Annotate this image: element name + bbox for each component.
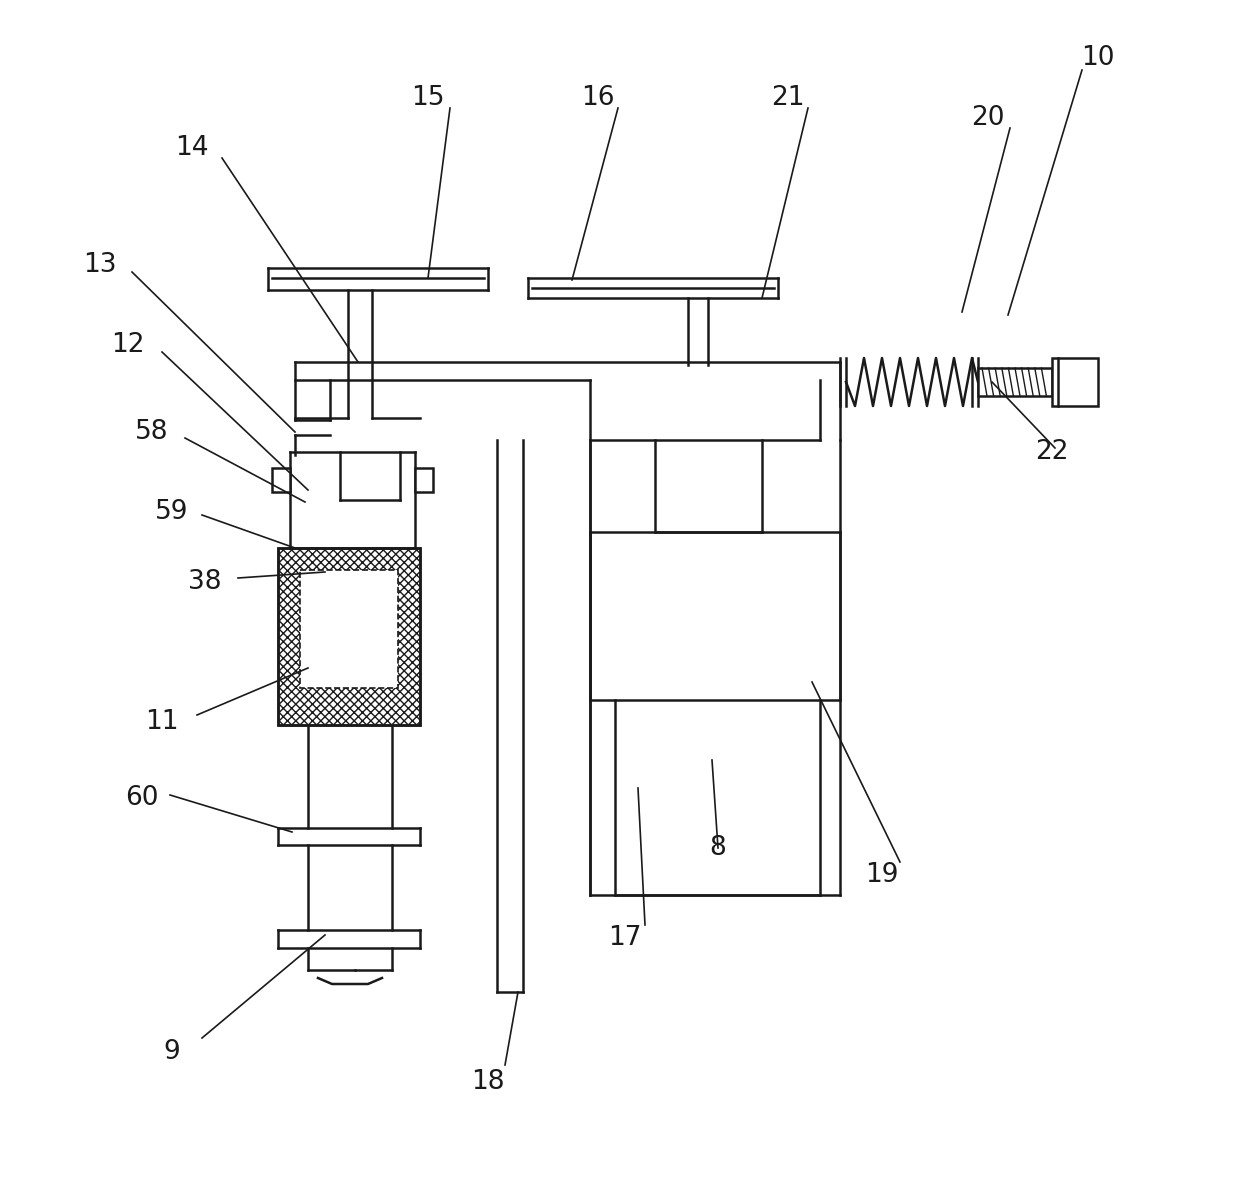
Text: 9: 9 <box>164 1039 180 1065</box>
Text: 15: 15 <box>412 85 445 111</box>
Text: 16: 16 <box>582 85 615 111</box>
Text: 58: 58 <box>135 419 169 446</box>
Bar <box>1052 358 1097 406</box>
Bar <box>272 468 290 492</box>
Text: 18: 18 <box>471 1069 505 1095</box>
Text: 12: 12 <box>112 332 145 358</box>
Text: 13: 13 <box>83 252 117 278</box>
Bar <box>978 369 1052 396</box>
Text: 14: 14 <box>175 135 208 161</box>
Text: 59: 59 <box>155 499 188 525</box>
Bar <box>300 570 398 688</box>
Text: 17: 17 <box>609 925 642 952</box>
Text: 10: 10 <box>1081 45 1115 71</box>
Text: 20: 20 <box>971 105 1004 132</box>
Text: 11: 11 <box>145 709 179 735</box>
Bar <box>415 468 433 492</box>
Bar <box>278 547 420 725</box>
Text: 21: 21 <box>771 85 805 111</box>
Text: 8: 8 <box>709 835 727 861</box>
Text: 19: 19 <box>866 861 899 888</box>
Text: 22: 22 <box>1035 438 1069 465</box>
Text: 60: 60 <box>125 784 159 811</box>
Text: 38: 38 <box>188 569 222 595</box>
Bar <box>278 547 420 725</box>
